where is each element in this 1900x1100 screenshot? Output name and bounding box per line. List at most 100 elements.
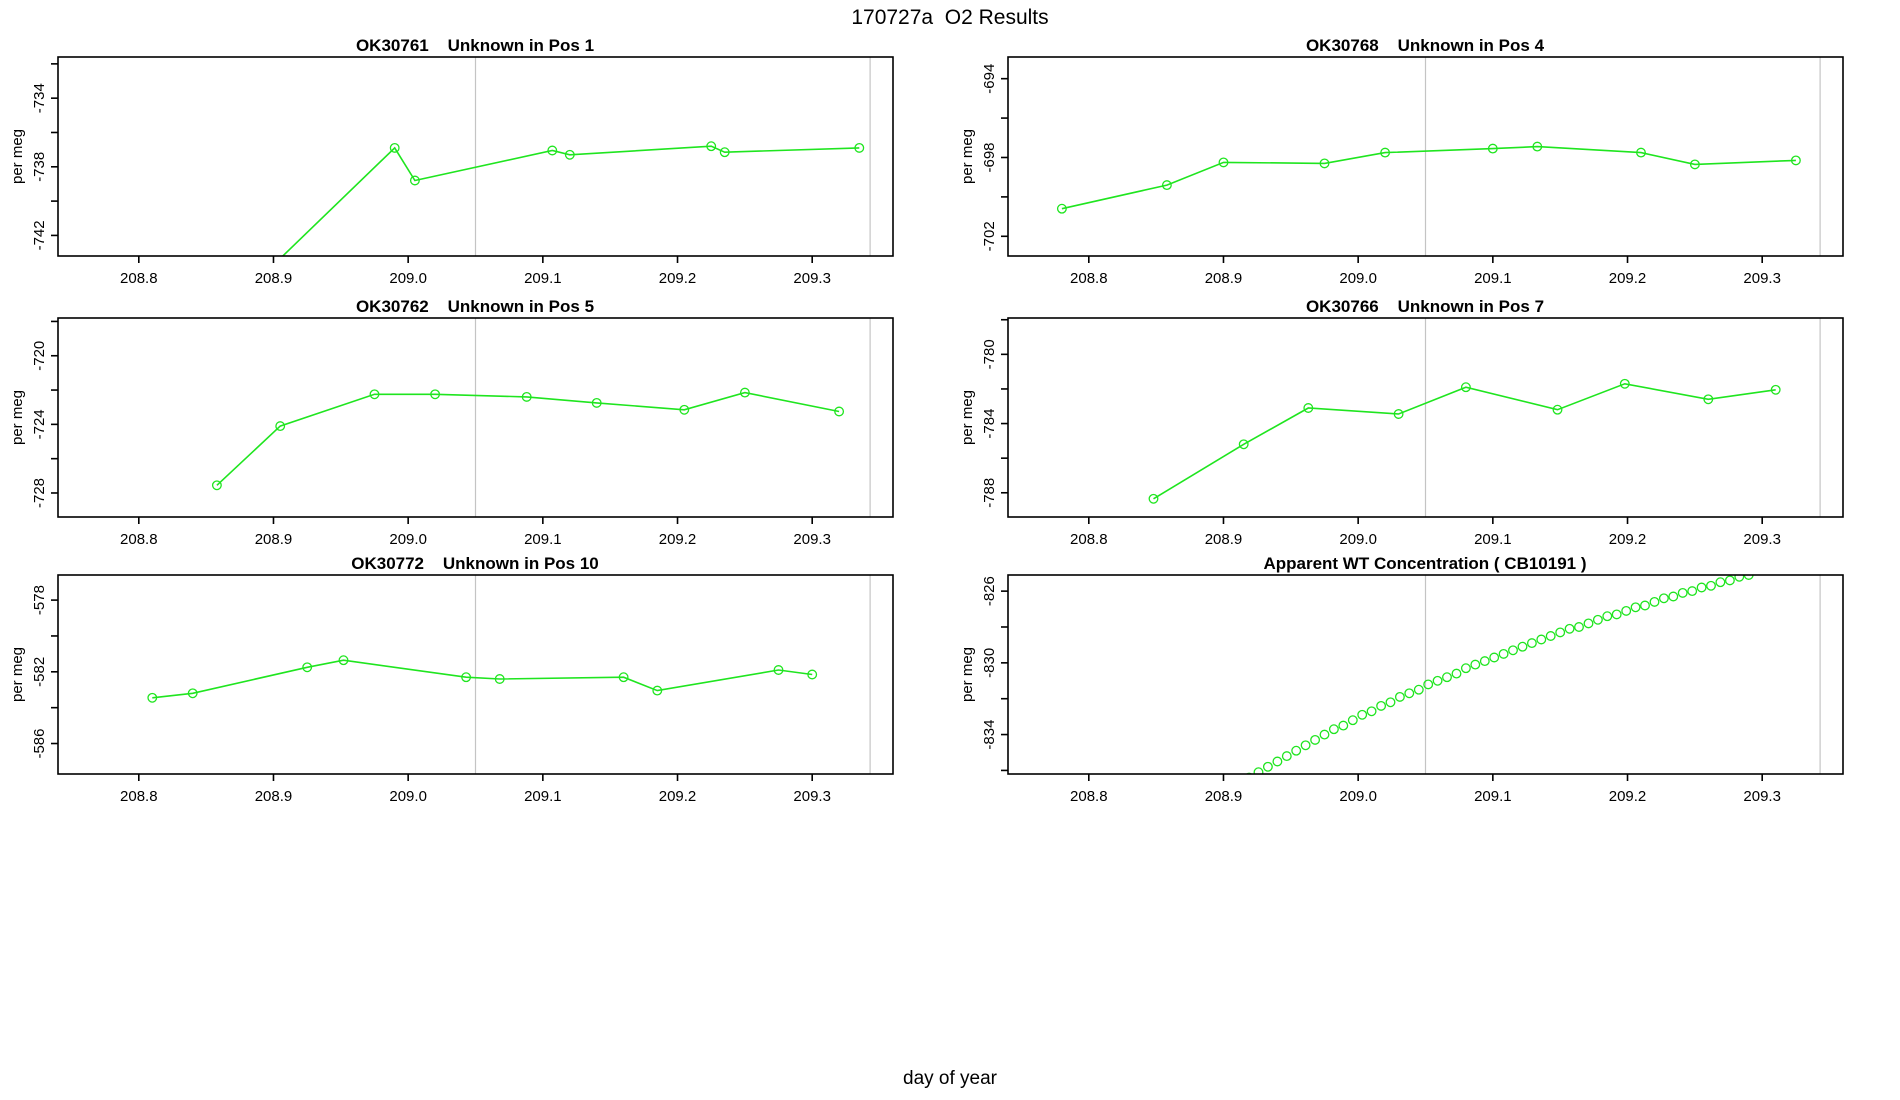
data-point-marker [1319,729,1330,740]
data-point-marker [652,685,663,696]
data-series [1148,378,1781,504]
data-point-marker [187,688,198,699]
data-point-marker [1640,600,1650,611]
data-point-marker [1423,679,1434,690]
data-point-marker [1668,591,1679,602]
panel-ok30772: OK30772 Unknown in Pos 10 208.8 208.9 209.… [0,548,950,808]
data-point-marker [706,141,717,152]
y-axis: -586 -582 -578 per meg [9,585,58,759]
data-point-marker [521,391,532,402]
data-point-marker [1602,611,1613,622]
x-tick-label: 209.0 [1339,270,1377,287]
panel-plot-svg: 208.8 208.9 209.0 209.1 209.2 209.3-586-582-5… [9,574,894,805]
main-title: 170727a O2 Results [851,6,1049,29]
data-point-marker [1376,700,1387,711]
x-tick-label: 208.9 [1205,270,1243,287]
reference-vlines [1424,318,1821,517]
data-point-marker [1272,756,1283,767]
x-tick-label: 208.8 [1070,270,1108,287]
panel-plot-svg: 208.8 208.9 209.0 209.1 209.2 209.3 -742-738-7… [9,56,894,287]
reference-vlines [474,318,871,517]
data-point-marker [1619,378,1630,389]
data-series [281,141,865,256]
data-point-marker [275,421,286,432]
data-point-marker [1715,577,1726,588]
series-line [281,145,860,256]
data-point-marker [1498,648,1509,659]
data-point-marker [1310,734,1321,745]
data-point-marker [338,655,349,666]
data-point-marker [719,147,730,158]
data-point-marker [430,389,441,400]
y-tick-label: -734 [31,83,48,113]
data-point-marker [591,397,602,408]
x-tick-label: 209.1 [1474,531,1512,548]
data-point-marker [1238,439,1249,450]
x-tick-label: 209.3 [793,531,831,548]
panel-title: OK30772 Unknown in Pos 10 [351,554,599,573]
x-tick-label: 209.0 [389,270,427,287]
x-tick-label: 209.0 [389,531,427,548]
series-line [1153,382,1776,500]
plot-box [1007,56,1844,257]
y-axis-title: per meg [959,129,976,184]
data-point-marker [1442,672,1452,683]
x-tick-label: 209.0 [389,788,427,805]
data-point-marker [389,142,400,153]
x-tick-label: 208.8 [120,788,158,805]
data-point-marker [1347,715,1358,726]
data-point-marker [1703,394,1714,405]
data-point-marker [1413,684,1424,695]
x-axis: 208.8 208.9 209.0 209.1 209.2 209.3 [120,774,831,805]
data-point-marker [1338,720,1349,731]
data-point-marker [1649,596,1660,607]
data-point-marker [147,692,158,703]
data-point-marker [1489,652,1500,663]
data-point-marker [1696,582,1707,593]
data-point-marker [1545,631,1556,641]
data-point-marker [369,389,380,400]
y-tick-label: -586 [31,729,48,759]
y-tick-label: -784 [981,409,998,439]
data-point-marker [1583,618,1594,629]
x-tick-label: 209.1 [524,531,562,548]
data-point-marker [1724,575,1735,586]
reference-vlines [1424,57,1821,256]
data-point-marker [1526,638,1537,649]
panel-title: OK30762 Unknown in Pos 5 [355,297,595,316]
x-tick-label: 209.2 [659,270,697,287]
data-point-marker [807,669,818,680]
data-point-marker [409,175,420,186]
x-tick-label: 209.1 [1474,270,1512,287]
data-point-marker [1770,384,1781,395]
panel-plot-svg: 208.8 208.9 209.0 209.1 209.2 209.3-788-784-7… [959,317,1844,548]
x-tick-label: 208.8 [120,531,158,548]
data-point-marker [1303,403,1314,413]
data-point-marker [302,662,313,673]
x-tick-label: 209.3 [1743,531,1781,548]
y-axis: -834 -830 -826 per meg [959,576,1008,772]
data-point-marker [1706,580,1716,591]
data-point-marker [1281,751,1292,762]
x-axis: 208.8 208.9 209.0 209.1 209.2 209.3 [120,256,831,287]
data-point-marker [1404,688,1415,699]
data-series [147,655,818,703]
y-tick-label: -694 [981,64,998,94]
plot-box [57,574,894,775]
y-tick-label: -582 [31,657,48,687]
data-point-marker [211,480,222,491]
data-point-marker [1460,382,1471,393]
panel-ok30761: OK30761 Unknown in Pos 1 208.8 208.9 209.0… [0,30,950,290]
y-axis: -742 -738 -734 per meg [9,63,58,250]
x-axis: 208.8 208.9 209.0 209.1 209.2 209.3 [120,517,831,548]
data-point-marker [1790,155,1801,166]
data-series [211,387,845,491]
data-point-marker [1564,623,1575,634]
data-point-marker [773,665,784,675]
x-tick-label: 208.8 [120,270,158,287]
x-tick-label: 208.9 [255,788,293,805]
data-point-marker [1357,709,1368,720]
y-axis: -728 -724 -720 per meg [9,320,58,508]
data-point-marker [1380,147,1391,158]
